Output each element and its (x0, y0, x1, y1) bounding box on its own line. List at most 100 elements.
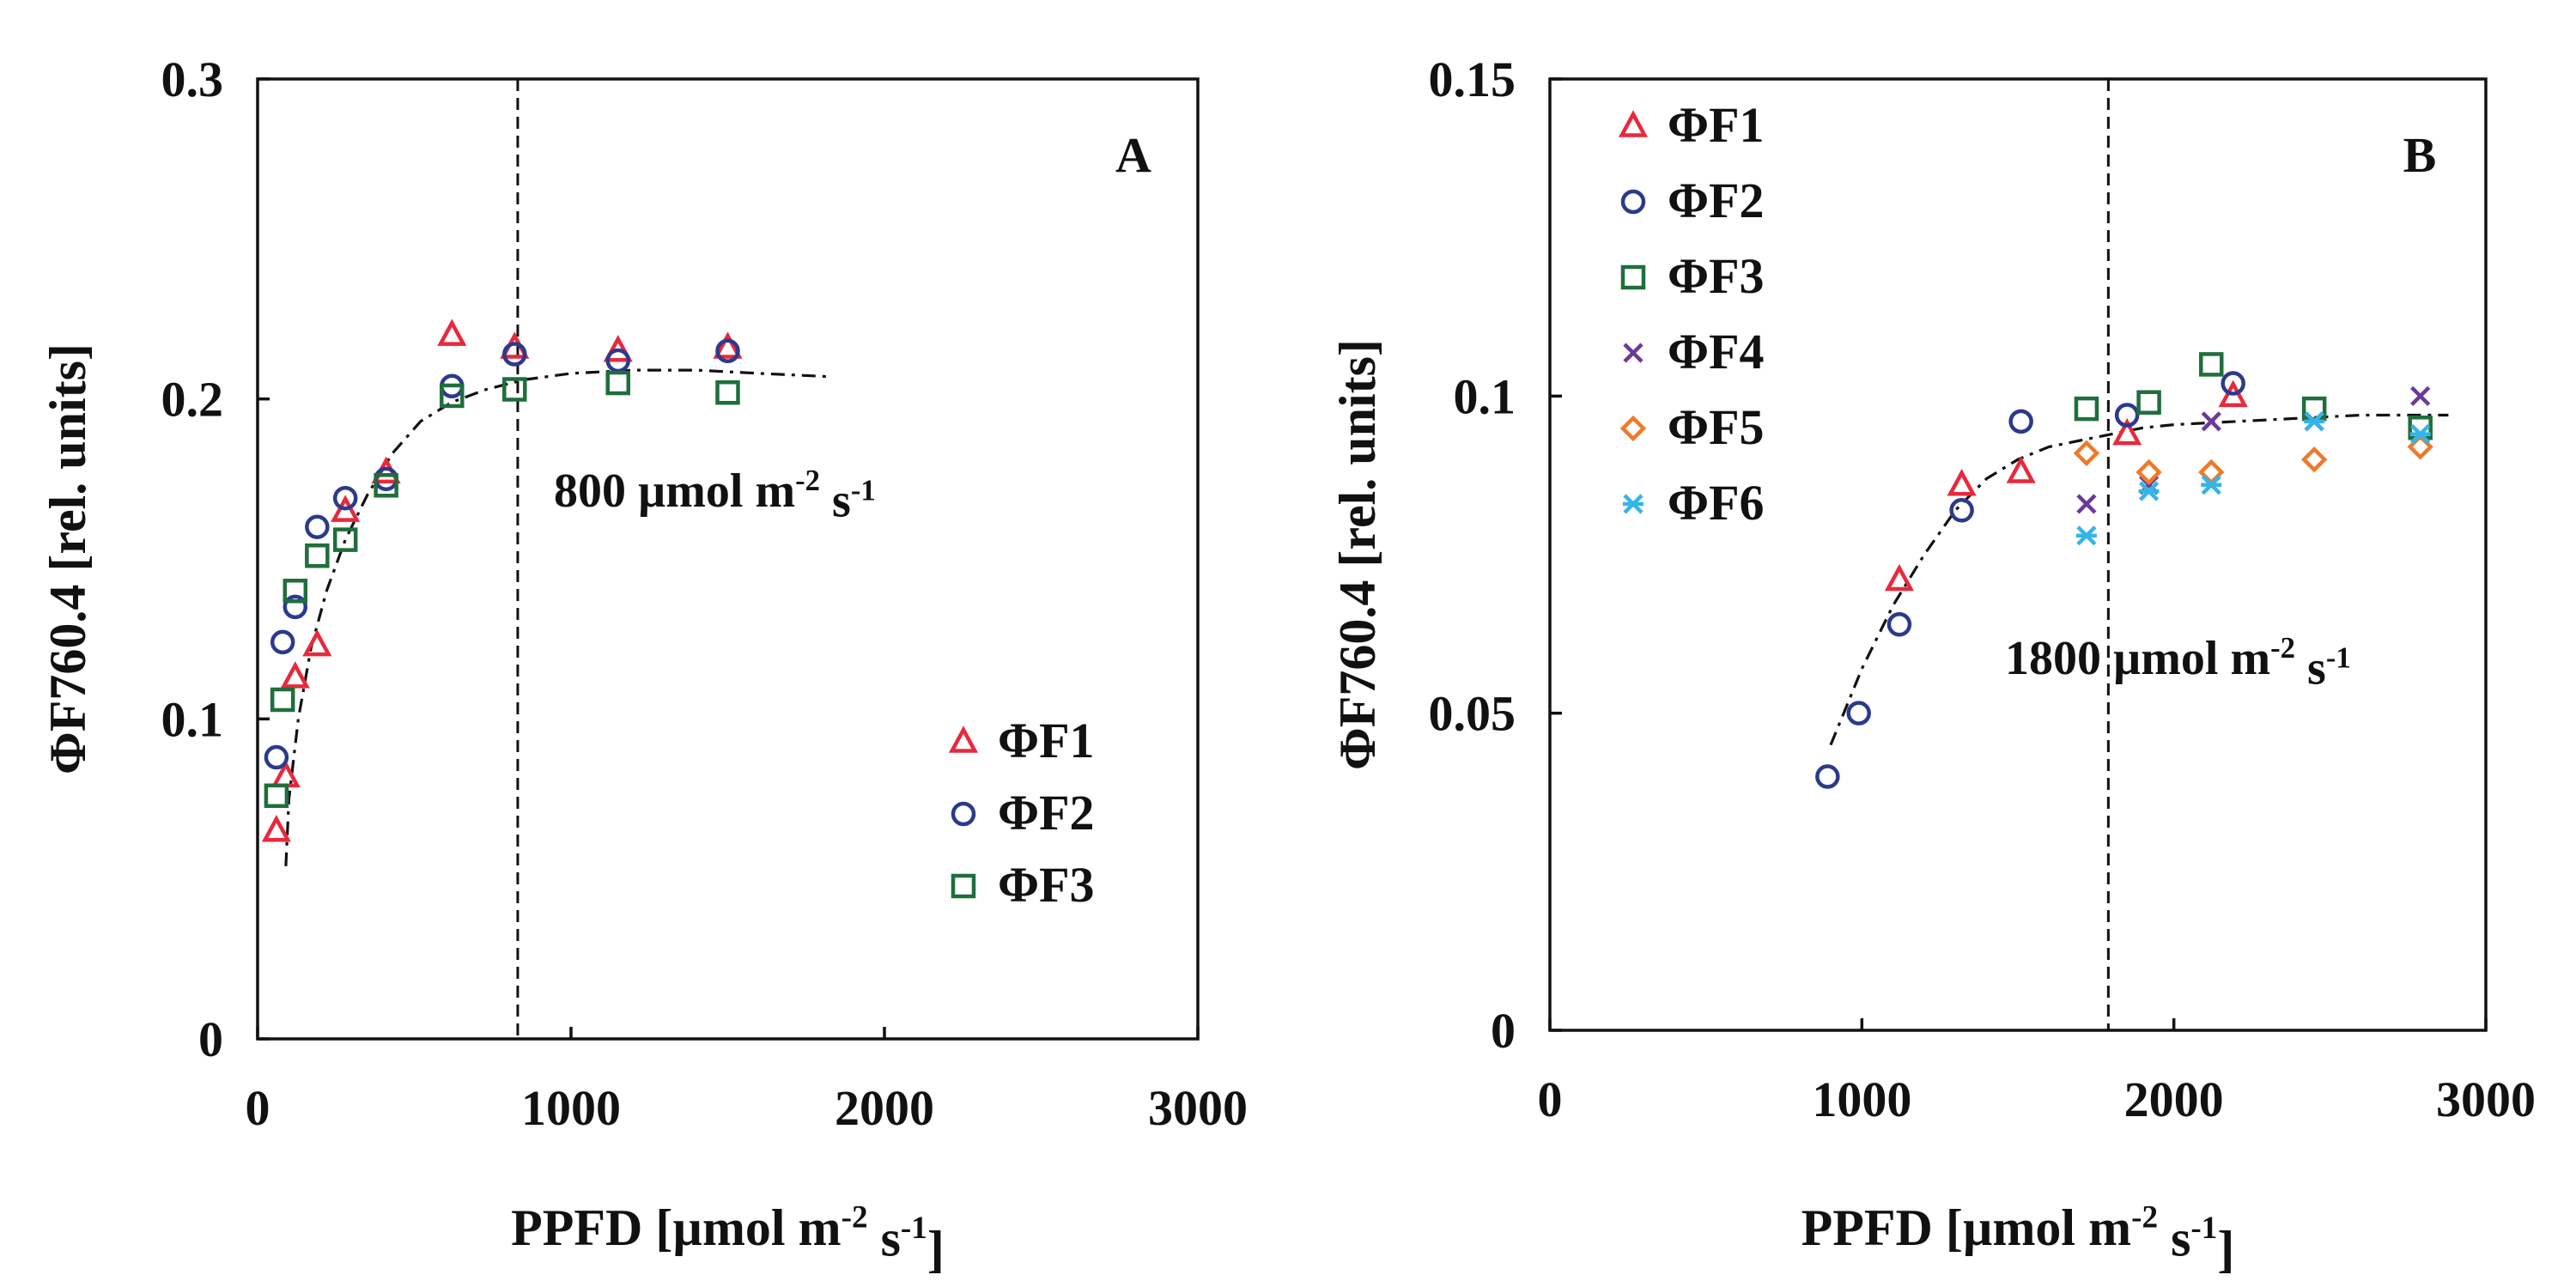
panel-label: B (2403, 127, 2437, 183)
data-point (332, 485, 358, 511)
x-axis-label: PPFD [µmol m-2 s-1] (511, 1199, 945, 1278)
data-point (2199, 352, 2224, 377)
legend-label: ΦF2 (1668, 173, 1765, 228)
x-tick-label: 2000 (835, 1080, 934, 1136)
data-point (374, 466, 398, 492)
y-tick-label: 0.1 (1454, 368, 1516, 424)
x-tick-label: 3000 (1148, 1080, 1248, 1136)
data-point (270, 687, 295, 713)
data-point (1886, 612, 1912, 637)
legend-marker (1623, 494, 1643, 514)
legend-marker (1618, 110, 1649, 137)
data-point (283, 579, 308, 604)
data-point (2410, 386, 2431, 406)
legend-marker (948, 725, 979, 753)
data-point (2136, 458, 2162, 486)
y-tick-label: 0.2 (161, 372, 224, 428)
legend-label: ΦF1 (998, 713, 1095, 768)
data-point (1846, 701, 1871, 725)
data-point (2304, 411, 2325, 432)
y-axis-label: ΦF760.4 [rel. units] (1329, 339, 1386, 770)
data-point (502, 342, 527, 367)
data-point (305, 514, 330, 539)
data-point (2008, 409, 2033, 434)
y-tick-label: 0.05 (1429, 686, 1516, 742)
y-axis-label: ΦF760.4 [rel. units] (39, 343, 96, 774)
legend-marker (1619, 415, 1647, 442)
vline-annotation: 800 µmol m-2 s-1 (554, 464, 876, 528)
legend-marker (951, 801, 976, 827)
data-point (1949, 498, 1974, 523)
data-point (1947, 469, 1977, 496)
data-point (605, 370, 630, 396)
legend-label: ΦF2 (998, 785, 1095, 841)
legend-label: ΦF3 (1668, 248, 1765, 304)
data-point (2006, 456, 2036, 483)
legend-marker (1620, 189, 1646, 215)
x-tick-label: 2000 (2124, 1072, 2224, 1127)
series-phi-f6 (2075, 411, 2431, 546)
data-point (2074, 396, 2099, 422)
plot-frame (256, 77, 1200, 1041)
legend-label: ΦF5 (1668, 399, 1765, 455)
x-tick-label: 0 (246, 1080, 270, 1136)
x-tick-label: 1000 (521, 1080, 621, 1136)
data-point (2201, 411, 2221, 432)
legend-label: ΦF3 (998, 857, 1095, 913)
data-point (374, 473, 398, 498)
data-point (261, 815, 291, 842)
data-point (2221, 371, 2245, 396)
data-point (302, 628, 332, 657)
data-point (2073, 440, 2100, 466)
data-point (270, 629, 295, 655)
chart-panel-a: 0 1000 2000 3000 0 0.1 0.2 0.3 PPFD [µmol m-2 s-… (39, 52, 1248, 1278)
data-point (502, 377, 527, 402)
series-phi-f2 (264, 338, 740, 770)
panel-label: A (1115, 127, 1151, 183)
data-point (331, 495, 361, 522)
x-axis-label: PPFD [µmol m-2 s-1] (1801, 1199, 2235, 1278)
chart-panel-b: 0 1000 2000 3000 0 0.05 0.1 0.15 PPFD [µmol m-2 … (1329, 52, 2536, 1278)
data-point (2076, 494, 2097, 514)
vline-annotation: 1800 µmol m-2 s-1 (2005, 631, 2351, 695)
data-point (1815, 764, 1840, 789)
data-point (2112, 417, 2142, 446)
data-point (2300, 446, 2328, 473)
series-phi-f1 (261, 319, 743, 842)
data-point (264, 744, 289, 770)
data-point (305, 543, 330, 568)
legend-label: ΦF1 (1668, 97, 1765, 153)
y-tick-label: 0.15 (1429, 52, 1516, 107)
x-tick-label: 1000 (1812, 1072, 1911, 1127)
data-point (2201, 475, 2222, 495)
legend-label: ΦF6 (1668, 475, 1765, 531)
legend-marker (951, 873, 976, 899)
series-phi-f1 (1884, 379, 2248, 592)
legend-marker (1620, 264, 1646, 290)
data-point (2136, 390, 2161, 415)
data-point (2075, 525, 2097, 546)
data-point (280, 661, 310, 689)
series-phi-f3 (264, 370, 740, 809)
y-tick-label: 0 (198, 1011, 223, 1067)
data-point (603, 335, 633, 362)
x-tick-label: 0 (1538, 1072, 1563, 1127)
data-point (332, 527, 358, 552)
data-point (713, 331, 743, 359)
x-tick-label: 3000 (2436, 1072, 2536, 1127)
fit-curve (1829, 413, 2449, 746)
data-point (283, 594, 308, 620)
data-point (2218, 379, 2248, 408)
data-point (440, 383, 465, 409)
y-tick-label: 0 (1491, 1003, 1516, 1059)
data-point (437, 319, 467, 346)
data-point (1884, 563, 1915, 592)
data-point (715, 379, 740, 405)
y-tick-label: 0.3 (161, 52, 224, 107)
data-point (2409, 424, 2431, 445)
series-phi-f2 (1815, 371, 2245, 789)
legend-label: ΦF4 (1668, 324, 1765, 379)
data-point (2114, 403, 2140, 428)
data-point (2138, 481, 2160, 501)
data-point (715, 338, 740, 364)
